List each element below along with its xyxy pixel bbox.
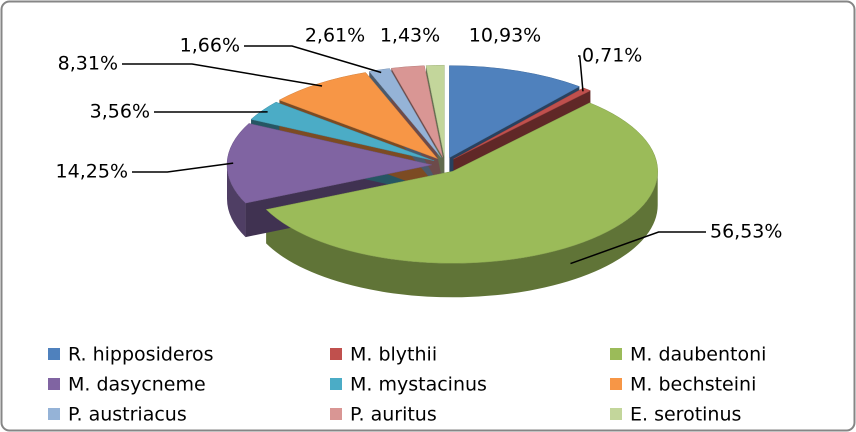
legend-label: M. dasycneme xyxy=(68,374,206,396)
legend-swatch xyxy=(330,378,342,390)
data-label: 8,31% xyxy=(58,53,118,75)
pie-tops xyxy=(226,64,658,264)
data-label: 56,53% xyxy=(710,221,782,243)
slice xyxy=(390,65,444,158)
legend-label: M. bechsteini xyxy=(630,374,756,396)
data-label: 10,93% xyxy=(469,25,541,47)
legend-swatch xyxy=(48,348,60,360)
legend-swatch xyxy=(330,408,342,420)
legend-label: M. blythii xyxy=(350,344,437,366)
slice xyxy=(278,72,439,160)
legend-label: M. daubentoni xyxy=(630,344,766,366)
slice xyxy=(449,65,580,159)
slice xyxy=(453,87,592,160)
slice xyxy=(265,102,658,264)
legend-label: E. serotinus xyxy=(630,404,741,426)
legend-swatch xyxy=(330,348,342,360)
slice xyxy=(226,123,433,204)
legend-swatch xyxy=(48,408,60,420)
leader-line xyxy=(244,45,382,74)
legend-swatch xyxy=(48,378,60,390)
legend-swatch xyxy=(610,348,622,360)
data-label: 0,71% xyxy=(582,45,642,67)
legend-swatch xyxy=(610,378,622,390)
leader-line xyxy=(578,55,584,92)
data-label: 2,61% xyxy=(305,25,365,47)
data-label: 3,56% xyxy=(90,101,150,123)
legend-swatch xyxy=(610,408,622,420)
legend-label: P. austriacus xyxy=(68,404,187,426)
legend-label: M. mystacinus xyxy=(350,374,487,396)
data-label: 14,25% xyxy=(56,161,128,183)
legend-label: R. hipposideros xyxy=(68,344,214,366)
slice-side xyxy=(266,171,658,298)
legend-label: P. auritus xyxy=(350,404,437,426)
slice xyxy=(250,101,435,161)
leader-line xyxy=(570,231,706,265)
leader-line xyxy=(132,162,234,173)
slice xyxy=(425,64,445,158)
leader-line xyxy=(122,63,323,87)
data-label: 1,66% xyxy=(180,35,240,57)
data-label: 1,43% xyxy=(380,25,440,47)
slice-side xyxy=(227,164,246,238)
slice xyxy=(368,68,442,158)
